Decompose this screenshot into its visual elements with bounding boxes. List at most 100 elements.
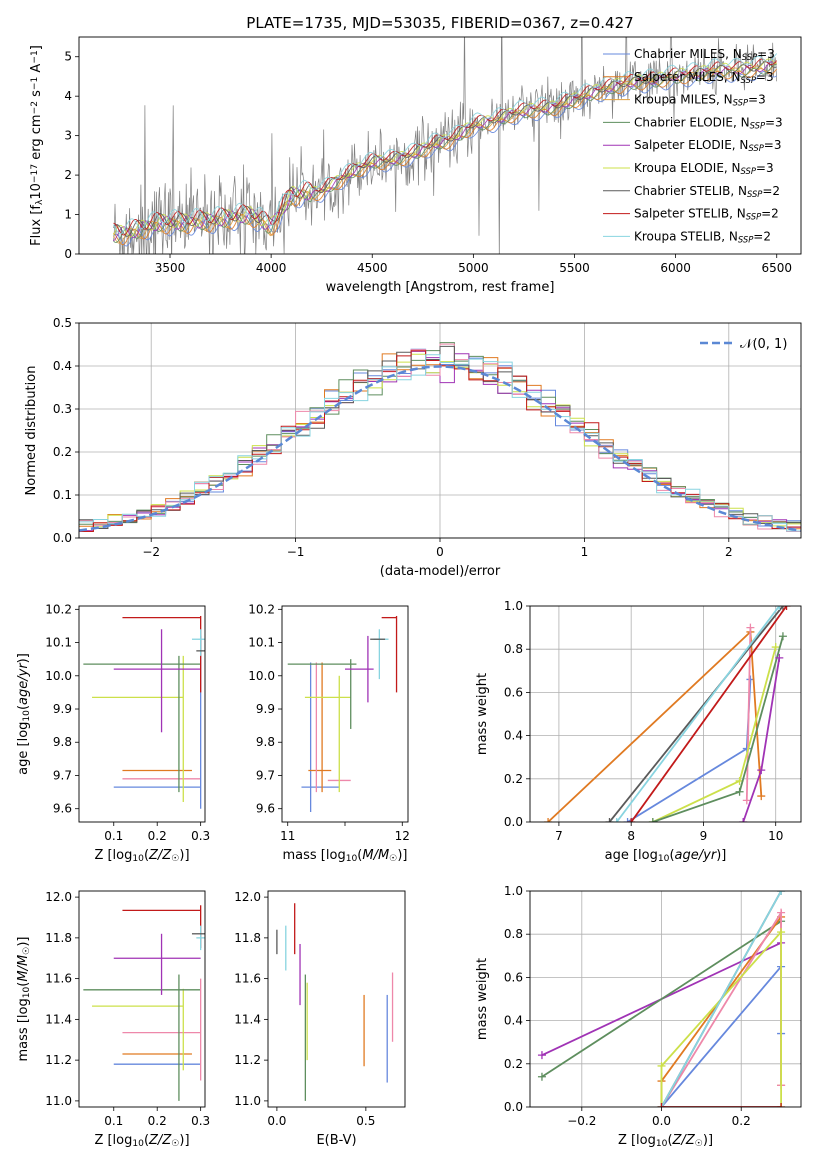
- weight-point: [775, 653, 784, 662]
- weight-point: [605, 818, 614, 822]
- weight-point: [777, 908, 786, 917]
- x-tick-label: 0.0: [652, 1114, 671, 1128]
- y-tick-label: 0.5: [53, 316, 72, 330]
- y-axis-label: mass [log10(M/M☉)]: [16, 937, 32, 1062]
- legend-label: Kroupa STELIB, NSSP=2: [634, 229, 771, 244]
- x-tick-label: 3500: [155, 261, 186, 275]
- x-tick-label: 8: [627, 829, 635, 843]
- x-axis-label: wavelength [Angstrom, rest frame]: [326, 280, 555, 295]
- observed-spectrum: [113, 37, 778, 254]
- legend-label: Salpeter MILES, NSSP=3: [634, 70, 774, 85]
- y-tick-label: 9.9: [53, 702, 72, 716]
- y-axis-label: mass weight: [475, 673, 490, 755]
- panel-weight-vs-Z: −0.2 0.0 0.2 0.0 0.2 0.4 0.6 0.8 1.0 Z [log10(Z/Z…: [475, 884, 802, 1149]
- weight-point: [778, 632, 787, 641]
- weight-point: [777, 1103, 786, 1107]
- weight-line: [615, 606, 781, 822]
- y-axis-label: Normed distribution: [24, 366, 39, 496]
- normal-curve: [79, 365, 801, 532]
- y-tick-label: 9.8: [53, 735, 72, 749]
- y-tick-label: 12.0: [45, 890, 72, 904]
- weight-point: [657, 1103, 666, 1107]
- x-axis-label: Z [log10(Z/Z☉)]: [94, 1133, 189, 1149]
- x-tick-label: 0: [436, 545, 444, 559]
- weight-line: [541, 920, 782, 1078]
- y-tick-label: 11.4: [234, 1012, 261, 1026]
- y-tick-label: 11.8: [234, 931, 261, 945]
- weight-point: [648, 818, 657, 822]
- legend-label: Salpeter ELODIE, NSSP=3: [634, 138, 782, 153]
- legend-label: Kroupa ELODIE, NSSP=3: [634, 161, 774, 176]
- y-tick-label: 9.9: [256, 702, 275, 716]
- x-axis-label: Z [log10(Z/Z☉)]: [618, 1133, 713, 1149]
- weight-point: [657, 1061, 666, 1070]
- y-axis-label: Flux [fλ10−17 erg cm−2 s−1 A−1]: [29, 45, 45, 246]
- y-tick-label: 0.2: [504, 1057, 523, 1071]
- x-axis-label: mass [log10(M/M☉)]: [283, 848, 408, 864]
- weight-point: [537, 1051, 546, 1060]
- y-tick-label: 11.0: [234, 1094, 261, 1108]
- y-axis-label: mass weight: [475, 958, 490, 1040]
- weight-point: [623, 818, 632, 822]
- y-tick-label: 0.4: [504, 729, 523, 743]
- y-tick-label: 10.2: [248, 602, 275, 616]
- legend-label: Salpeter STELIB, NSSP=2: [634, 207, 779, 222]
- x-tick-label: 7: [555, 829, 563, 843]
- y-tick-label: 9.6: [256, 802, 275, 816]
- weight-point: [775, 606, 784, 610]
- x-tick-label: −1: [287, 545, 305, 559]
- x-tick-label: 0.2: [148, 829, 167, 843]
- weight-point: [735, 787, 744, 796]
- plot-area-weight-vs-Z: [530, 891, 801, 1107]
- axes-frame: [78, 890, 206, 1108]
- y-tick-label: 9.6: [53, 802, 72, 816]
- x-tick-label: 0.5: [356, 1114, 375, 1128]
- x-tick-label: 0.2: [732, 1114, 751, 1128]
- x-tick-label: 2: [725, 545, 733, 559]
- x-axis-label: (data-model)/error: [380, 564, 501, 579]
- y-tick-label: 10.0: [45, 669, 72, 683]
- weight-point: [778, 606, 787, 610]
- y-tick-label: 10.1: [45, 636, 72, 650]
- x-tick-label: −2: [142, 545, 160, 559]
- weight-point: [777, 928, 786, 937]
- weight-point: [782, 606, 791, 610]
- y-tick-label: 10.0: [248, 669, 275, 683]
- plot-area-weight-vs-age: [530, 606, 801, 822]
- weight-point: [777, 891, 786, 895]
- x-tick-label: 1: [581, 545, 589, 559]
- y-tick-label: 0.6: [504, 685, 523, 699]
- axes-frame: [78, 36, 802, 255]
- y-tick-label: 0.8: [504, 642, 523, 656]
- y-tick-label: 2: [64, 168, 72, 182]
- x-tick-label: 0.1: [104, 1114, 123, 1128]
- x-tick-label: 0.3: [191, 1114, 210, 1128]
- weight-point: [746, 623, 755, 632]
- legend-label: Chabrier ELODIE, NSSP=3: [634, 115, 783, 130]
- figure-title: PLATE=1735, MJD=53035, FIBERID=0367, z=0…: [246, 14, 633, 32]
- y-tick-label: 11.0: [45, 1094, 72, 1108]
- y-tick-label: 4: [64, 89, 72, 103]
- y-tick-label: 11.2: [45, 1053, 72, 1067]
- panel-weight-vs-age: 7 8 9 10 0.0 0.2 0.4 0.6 0.8 1.0 age [log10(age/yr…: [475, 599, 802, 864]
- x-tick-label: 4500: [357, 261, 388, 275]
- x-tick-label: 12: [395, 829, 410, 843]
- y-tick-label: 11.6: [45, 972, 72, 986]
- y-tick-label: 9.8: [256, 735, 275, 749]
- panel-age-vs-mass: 11 12 9.6 9.7 9.8 9.9 10.0 10.1 10.2 mass [log10(…: [248, 602, 410, 864]
- legend-label: 𝒩(0, 1): [740, 337, 787, 352]
- weight-point: [739, 818, 748, 822]
- plot-area-mass-vs-EBV: [276, 903, 394, 1101]
- x-axis-label: E(B-V): [316, 1133, 356, 1148]
- y-tick-label: 0.3: [53, 402, 72, 416]
- x-tick-label: 6000: [660, 261, 691, 275]
- weight-point: [757, 792, 766, 801]
- x-axis-label: Z [log10(Z/Z☉)]: [94, 848, 189, 864]
- x-axis-label: age [log10(age/yr)]: [605, 848, 727, 864]
- y-tick-label: 9.7: [53, 768, 72, 782]
- y-tick-label: 10.2: [45, 602, 72, 616]
- y-tick-label: 1: [64, 208, 72, 222]
- y-tick-label: 5: [64, 50, 72, 64]
- y-tick-label: 9.7: [256, 768, 275, 782]
- x-tick-label: 6500: [761, 261, 792, 275]
